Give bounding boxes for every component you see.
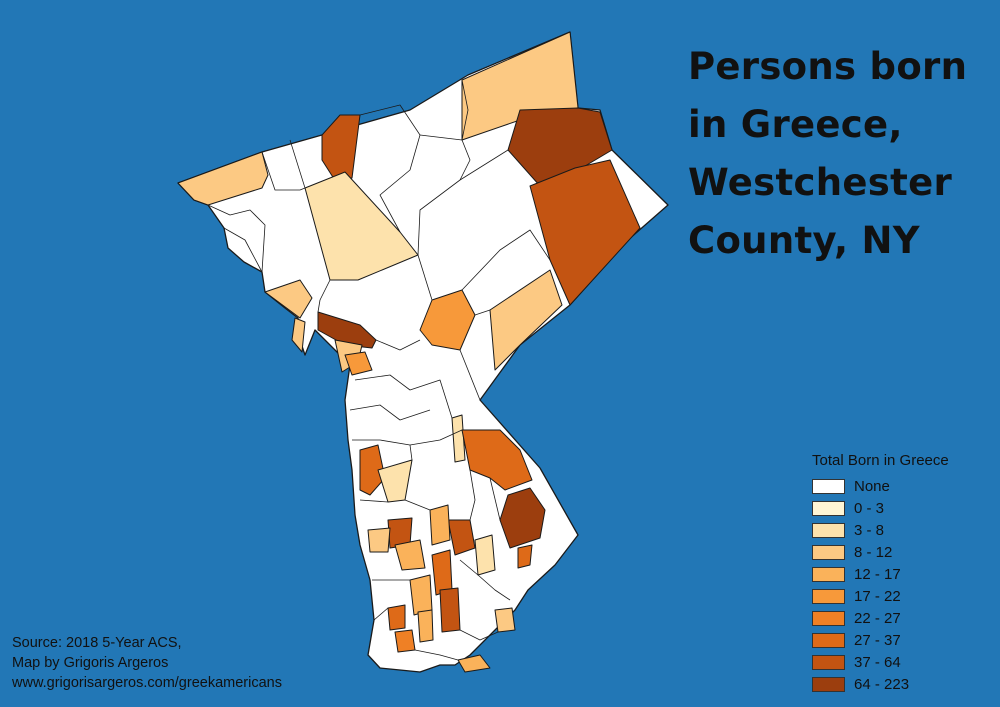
legend-swatch <box>812 478 845 494</box>
legend-label: 0 - 3 <box>854 499 885 517</box>
legend-label: 8 - 12 <box>854 543 893 561</box>
legend-swatch <box>812 654 845 670</box>
region-west-mid <box>359 444 386 496</box>
legend-item: 0 - 3 <box>812 497 992 519</box>
region-south-bottom <box>457 654 491 673</box>
legend-item: None <box>812 475 992 497</box>
region-river-orange <box>344 351 373 376</box>
boundary-1 <box>261 151 306 191</box>
legend-label: None <box>854 477 890 495</box>
legend-item: 17 - 22 <box>812 585 992 607</box>
boundary-12 <box>459 349 481 401</box>
region-west-sliver <box>291 317 306 353</box>
boundary-3 <box>359 104 421 233</box>
boundary-18 <box>359 499 389 503</box>
region-east-mid <box>489 269 563 371</box>
region-central-east <box>461 429 533 491</box>
legend-swatch <box>812 676 845 692</box>
boundary-7 <box>417 254 433 301</box>
legend-title: Total Born in Greece <box>812 452 949 469</box>
legend-swatch <box>812 610 845 626</box>
region-central-light <box>474 534 496 576</box>
legend-item: 37 - 64 <box>812 651 992 673</box>
boundary-5 <box>459 149 509 181</box>
legend-swatch <box>812 544 845 560</box>
region-river-dark <box>317 311 377 349</box>
boundary-25 <box>414 649 459 661</box>
url-line: www.grigorisargeros.com/greekamericans <box>12 675 282 691</box>
region-south-1 <box>387 604 406 631</box>
legend-item: 64 - 223 <box>812 673 992 695</box>
legend-label: 3 - 8 <box>854 521 885 539</box>
boundary-16 <box>409 444 413 461</box>
region-central-orange <box>429 504 451 546</box>
boundary-26 <box>207 204 266 273</box>
region-south-2 <box>394 629 416 653</box>
legend-label: 37 - 64 <box>854 653 901 671</box>
boundary-13 <box>354 374 453 419</box>
region-south-east-1 <box>494 607 516 633</box>
map-title: Persons born in Greece, Westchester Coun… <box>688 38 988 270</box>
legend-label: 22 - 27 <box>854 609 901 627</box>
boundary-9 <box>474 309 491 316</box>
legend: Total Born in Greece None 0 - 3 3 - 8 8 - 1… <box>812 452 992 695</box>
legend-label: 27 - 37 <box>854 631 901 649</box>
legend-label: 17 - 22 <box>854 587 901 605</box>
author-line: Map by Grigoris Argeros <box>12 655 169 671</box>
title-line: Westchester <box>688 161 953 204</box>
region-central-mid <box>447 519 476 556</box>
legend-item: 27 - 37 <box>812 629 992 651</box>
region-north-east-dark <box>507 107 613 187</box>
region-southwest-light <box>367 527 391 553</box>
boundary-4 <box>417 134 471 256</box>
region-south-center-3 <box>409 574 433 616</box>
region-south-east-2 <box>517 544 533 569</box>
legend-item: 3 - 8 <box>812 519 992 541</box>
title-line: Persons born <box>688 45 968 88</box>
region-southwest-orange <box>394 539 426 571</box>
legend-swatch <box>812 522 845 538</box>
region-north-tall <box>321 114 361 183</box>
boundary-27 <box>223 227 263 273</box>
region-south-center-1 <box>431 549 453 596</box>
region-central-light-tall <box>451 414 466 463</box>
region-south-3 <box>417 609 434 643</box>
legend-swatch <box>812 588 845 604</box>
legend-item: 8 - 12 <box>812 541 992 563</box>
boundary-11 <box>375 339 421 351</box>
source-line: Source: 2018 5-Year ACS, <box>12 635 182 651</box>
boundary-8 <box>461 229 551 291</box>
boundary-10 <box>317 279 331 313</box>
boundary-23 <box>373 607 389 621</box>
boundary-22 <box>459 559 511 601</box>
legend-swatch <box>812 500 845 516</box>
boundary-6 <box>461 79 469 141</box>
boundary-19 <box>469 469 476 521</box>
legend-swatch <box>812 632 845 648</box>
boundary-20 <box>489 477 501 521</box>
region-west-river <box>264 279 313 319</box>
title-line: in Greece, <box>688 103 903 146</box>
boundary-14 <box>349 404 431 421</box>
legend-swatch <box>812 566 845 582</box>
boundary-24 <box>459 629 499 641</box>
legend-item: 22 - 27 <box>812 607 992 629</box>
legend-item: 12 - 17 <box>812 563 992 585</box>
source-credits: Source: 2018 5-Year ACS, Map by Grigoris… <box>12 633 282 693</box>
boundary-17 <box>404 499 431 511</box>
legend-label: 12 - 17 <box>854 565 901 583</box>
legend-label: 64 - 223 <box>854 675 910 693</box>
legend-rows: None 0 - 3 3 - 8 8 - 12 12 - 17 17 - 22 22 - 2… <box>812 475 992 695</box>
boundary-2 <box>289 139 306 189</box>
region-south-center-2 <box>439 587 461 633</box>
title-line: County, NY <box>688 219 920 262</box>
